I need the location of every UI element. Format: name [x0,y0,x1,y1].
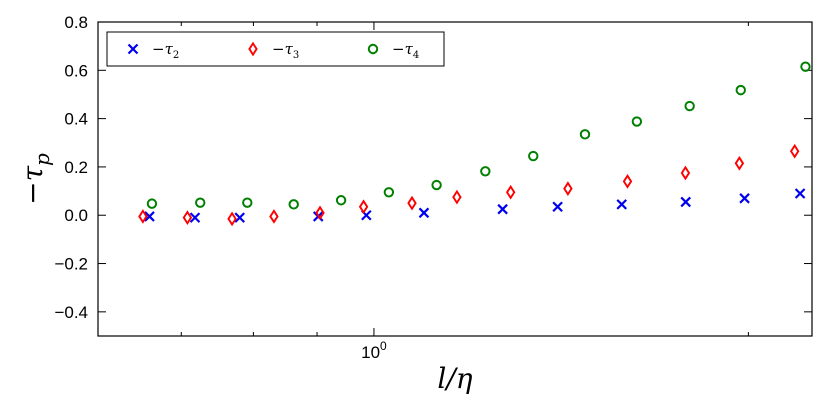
data-point [234,212,246,223]
data-point [315,205,325,221]
data-point [739,193,750,204]
plot-area [97,21,813,337]
y-axis-label: −τp [16,153,54,205]
series-1 [144,188,806,223]
legend-marker [127,43,139,55]
data-point [269,209,279,224]
data-point [680,165,691,181]
legend-marker [248,41,258,57]
data-point [288,199,299,210]
data-point [182,210,193,226]
y-tick-label: 0.6 [64,61,88,80]
data-point [616,199,628,210]
data-point [480,166,491,177]
y-tick-label: 0.4 [64,110,88,129]
legend-entry: −τ2 [152,40,179,61]
data-point [505,184,516,200]
data-point [552,201,563,213]
data-points [138,61,811,227]
data-point [734,155,745,171]
y-tick-label: −0.4 [54,303,88,322]
y-tick-label: 0.0 [64,206,88,225]
data-point [800,61,811,72]
y-tick-label: 0.2 [64,158,88,177]
data-point [383,187,395,198]
legend-entry: −τ4 [392,40,419,61]
data-point [138,209,148,224]
y-tick-label: −0.2 [54,255,88,274]
data-point [497,203,508,215]
legend-marker [367,43,379,55]
data-point [735,84,746,96]
data-point [622,174,633,189]
data-point [358,199,369,215]
data-point [579,129,591,140]
data-point [680,196,692,208]
data-point [789,143,800,159]
series-2 [138,143,800,227]
data-point [146,198,158,209]
y-tick-label: 0.8 [64,13,88,32]
data-point [452,189,462,205]
data-point [189,212,201,223]
data-point [418,207,430,219]
x-axis-label: l/η [437,362,472,395]
data-point [684,100,695,112]
legend: −τ2 −τ3 −τ4 [106,31,445,67]
series-3 [146,61,811,210]
data-point [227,211,237,227]
tick-marks [97,21,812,336]
x-tick-label: 100 [361,339,387,362]
data-point [144,211,155,222]
legend-box [106,31,445,67]
legend-entry: −τ3 [272,40,299,61]
data-point [528,150,539,162]
data-point [407,195,417,211]
data-point [631,116,643,127]
data-point [431,179,442,191]
data-point [195,197,206,208]
data-point [794,188,806,199]
data-point [335,195,347,206]
data-point [563,181,573,197]
data-point [242,197,253,208]
